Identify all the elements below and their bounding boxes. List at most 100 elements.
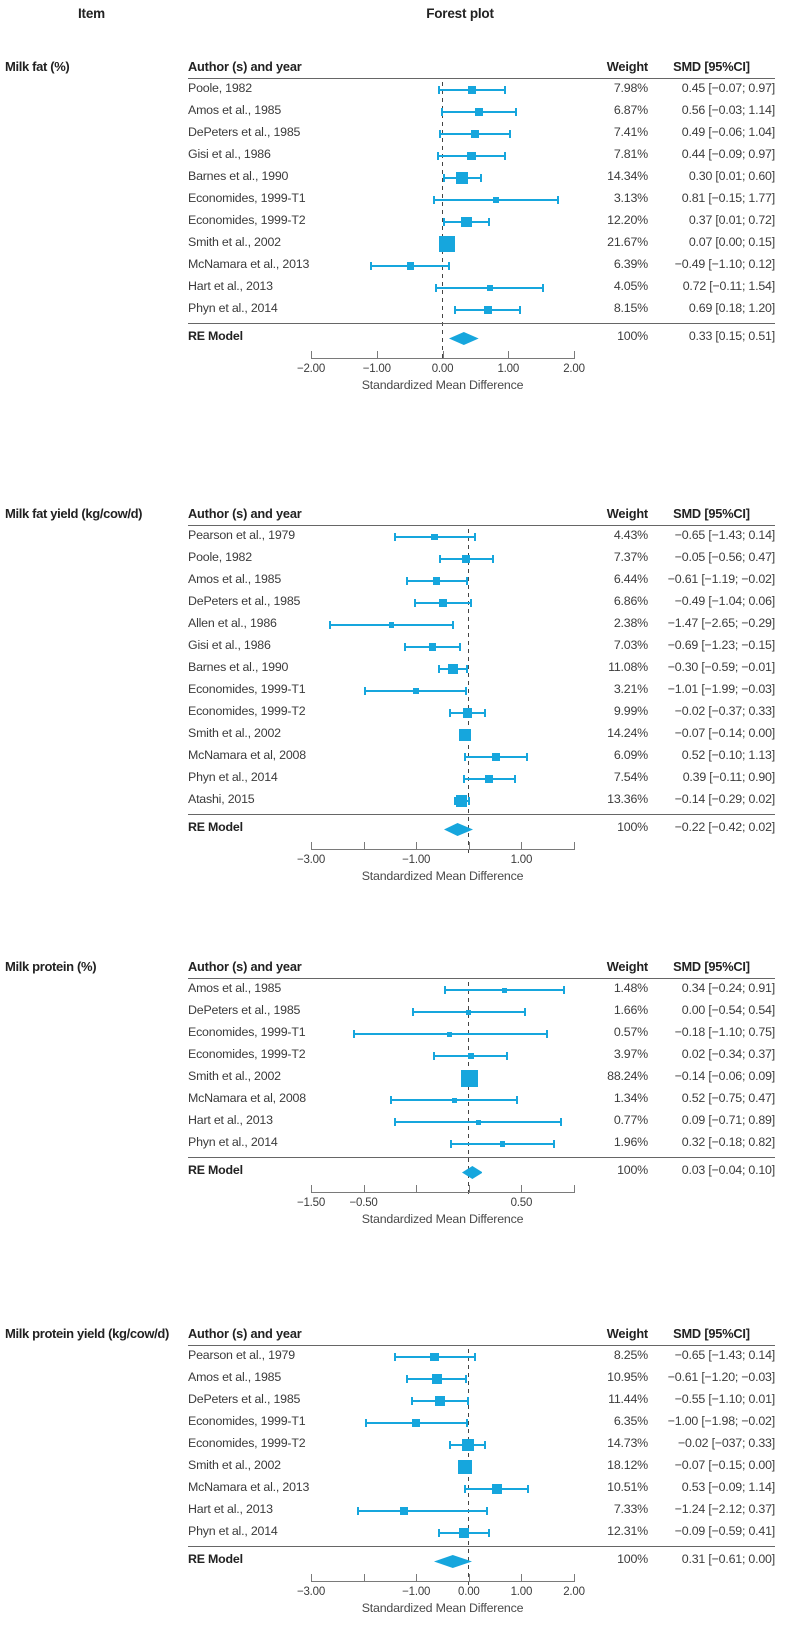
study-point-square (412, 1419, 420, 1427)
study-weight: 12.31% (607, 1524, 648, 1538)
study-weight: 7.03% (613, 638, 648, 652)
study-weight: 18.12% (607, 1458, 648, 1472)
study-weight: 7.37% (613, 550, 648, 564)
study-smd: 0.52 [−0.75; 0.47] (681, 1091, 775, 1105)
ci-cap-right (474, 533, 477, 541)
study-author: McNamara et al, 2008 (188, 1091, 306, 1105)
smd-column-header: SMD [95%CI] (673, 1326, 750, 1341)
x-axis-tick-label: −2.00 (296, 363, 326, 375)
study-weight: 2.38% (613, 616, 648, 630)
ci-cap-right (516, 1096, 519, 1104)
ci-cap-left (463, 753, 466, 761)
x-axis-title: Standardized Mean Difference (361, 378, 524, 392)
x-axis-line (311, 849, 575, 850)
study-author: Gisi et al., 1986 (188, 147, 271, 161)
ci-cap-right (523, 1008, 526, 1016)
weight-column-header: Weight (606, 59, 648, 74)
ci-cap-right (465, 687, 468, 695)
study-author: Economides, 1999-T2 (188, 1047, 306, 1061)
ci-cap-left (437, 86, 440, 94)
study-point-square (486, 284, 493, 292)
study-author: Phyn et al., 2014 (188, 1524, 278, 1538)
ci-cap-right (451, 621, 454, 629)
study-weight: 4.43% (613, 528, 648, 542)
ci-cap-right (504, 86, 507, 94)
study-point-square (499, 1141, 505, 1147)
re-model-smd: 0.33 [0.15; 0.51] (688, 329, 775, 343)
ci-cap-left (449, 709, 452, 717)
ci-cap-right (526, 1485, 529, 1493)
study-weight: 6.87% (613, 103, 648, 117)
study-author: DePeters et al., 1985 (188, 125, 301, 139)
study-weight: 0.57% (613, 1025, 648, 1039)
study-weight: 6.44% (613, 572, 648, 586)
study-weight: 4.05% (613, 279, 648, 293)
study-author: Pearson et al., 1979 (188, 528, 295, 542)
x-axis-tick-label: −0.50 (349, 1197, 378, 1209)
author-column-header: Author (s) and year (188, 959, 302, 974)
x-axis-tick (311, 1574, 312, 1581)
study-smd: −0.61 [−1.20; −0.03] (667, 1370, 775, 1384)
study-smd: 0.34 [−0.24; 0.91] (681, 981, 775, 995)
header-underline (188, 78, 775, 79)
study-smd: −0.18 [−1.10; 0.75] (674, 1025, 775, 1039)
study-smd: −0.65 [−1.43; 0.14] (674, 1348, 775, 1362)
study-smd: 0.44 [−0.09; 0.97] (681, 147, 775, 161)
study-smd: −0.61 [−1.19; −0.02] (667, 572, 775, 586)
ci-cap-right (504, 152, 507, 160)
x-axis-tick (574, 1185, 575, 1192)
study-author: Amos et al., 1985 (188, 103, 282, 117)
study-point-square (459, 729, 472, 741)
ci-cap-left (364, 687, 367, 695)
ci-cap-right (465, 577, 468, 585)
study-weight: 8.15% (613, 301, 648, 315)
ci-cap-left (393, 533, 396, 541)
re-model-weight: 100% (617, 1552, 648, 1566)
study-point-square (466, 1009, 472, 1015)
study-smd: 0.49 [−0.06; 1.04] (681, 125, 775, 139)
re-model-label: RE Model (188, 1552, 243, 1566)
x-axis-tick-label: 2.00 (563, 363, 585, 375)
study-author: Economides, 1999-T1 (188, 682, 306, 696)
study-author: Phyn et al., 2014 (188, 301, 278, 315)
study-weight: 14.24% (607, 726, 648, 740)
x-axis-tick (442, 351, 444, 358)
ci-cap-right (545, 1030, 548, 1038)
study-author: Hart et al., 2013 (188, 279, 273, 293)
ci-cap-right (467, 1397, 470, 1405)
ci-cap-left (443, 986, 446, 994)
header-underline (188, 978, 775, 979)
study-point-square (458, 1460, 473, 1474)
study-smd: −0.49 [−1.04; 0.06] (674, 594, 775, 608)
ci-cap-right (469, 599, 472, 607)
header-underline (188, 1345, 775, 1346)
study-smd: 0.53 [−0.09; 1.14] (681, 1480, 775, 1494)
ci-cap-left (438, 130, 441, 138)
study-author: Economides, 1999-T1 (188, 1025, 306, 1039)
study-point-square (475, 1119, 481, 1125)
ci-cap-left (463, 775, 465, 783)
ci-cap-right (465, 1375, 468, 1383)
ci-cap-left (436, 152, 439, 160)
ci-cap-left (449, 1441, 452, 1449)
re-model-diamond (433, 1554, 472, 1568)
study-weight: 7.41% (613, 125, 648, 139)
study-weight: 7.98% (613, 81, 648, 95)
author-column-header: Author (s) and year (188, 506, 302, 521)
x-axis-tick-label: 0.00 (458, 1586, 480, 1598)
study-author: Smith et al., 2002 (188, 235, 281, 249)
study-author: Economides, 1999-T2 (188, 704, 306, 718)
ci-cap-right (515, 108, 518, 116)
study-author: Atashi, 2015 (188, 792, 255, 806)
smd-column-header: SMD [95%CI] (673, 506, 750, 521)
re-model-label: RE Model (188, 329, 243, 343)
re-model-smd: −0.22 [−0.42; 0.02] (674, 820, 775, 834)
study-author: Economides, 1999-T2 (188, 1436, 306, 1450)
study-weight: 7.81% (613, 147, 648, 161)
study-smd: 0.45 [−0.07; 0.97] (681, 81, 775, 95)
x-axis-tick (521, 1185, 523, 1192)
study-point-square (475, 108, 484, 116)
ci-cap-left (433, 1052, 436, 1060)
study-weight: 1.34% (613, 1091, 648, 1105)
study-weight: 12.20% (607, 213, 648, 227)
